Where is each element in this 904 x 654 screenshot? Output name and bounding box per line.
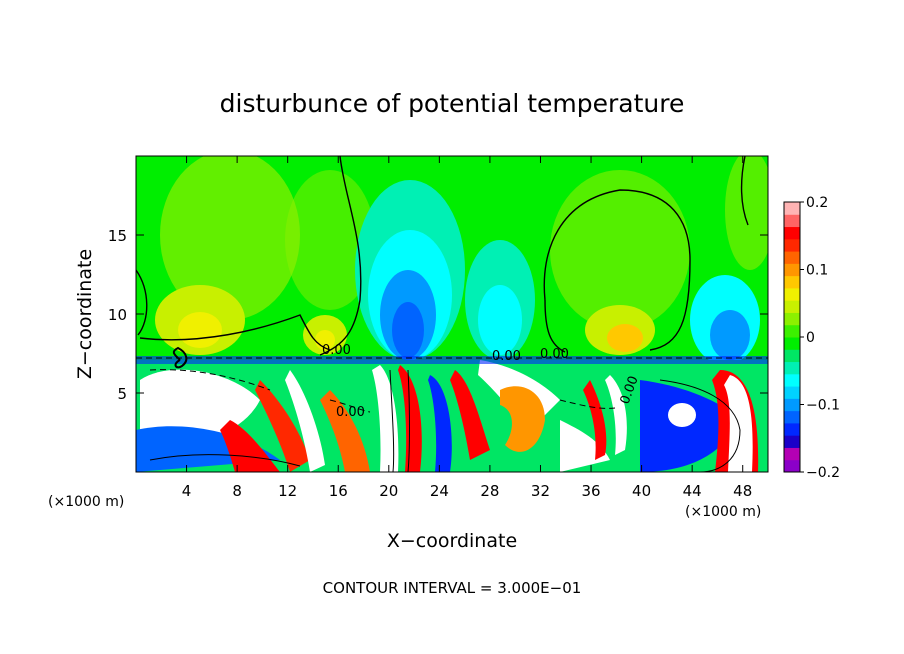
colorbar-ticks: 0.2 0.1 0 −0.1 −0.2 (800, 195, 840, 481)
contour-line (544, 299, 566, 353)
field-region (136, 356, 768, 364)
x-tick-label: 20 (379, 482, 398, 500)
field-region (640, 380, 740, 472)
field-region (255, 380, 310, 472)
colorbar-swatch (784, 226, 800, 240)
colorbar-swatches (784, 202, 800, 473)
x-tick-label: 36 (581, 482, 600, 500)
colorbar-swatch (784, 349, 800, 363)
colorbar-swatch (784, 459, 800, 473)
field-region (320, 390, 370, 472)
contour-line (136, 269, 148, 336)
colorbar-tick-label: 0.2 (806, 195, 828, 211)
colorbar-swatch (784, 373, 800, 387)
colorbar-tick-label: 0.1 (806, 263, 828, 279)
field-region (392, 302, 424, 358)
x-tick-label: 24 (430, 482, 449, 500)
plot-area: 0.00 0.00 0.00 0.00 0.00 (135, 155, 769, 473)
colorbar-swatch (784, 275, 800, 289)
x-unit-label-left: (×1000 m) (48, 494, 124, 510)
contour-interval-footer: CONTOUR INTERVAL = 3.000E−01 (323, 579, 582, 597)
colorbar-swatch (784, 300, 800, 313)
x-tick-label: 44 (683, 482, 702, 500)
contour-line (149, 454, 301, 467)
contour-line (319, 156, 362, 356)
colorbar-swatch (784, 361, 800, 375)
x-tick-label: 12 (278, 482, 297, 500)
colorbar-swatch (784, 287, 800, 301)
field-region (450, 370, 490, 460)
y-axis-label: Z−coordinate (74, 249, 96, 379)
colorbar-swatch (784, 337, 800, 350)
contour-label: 0.00 (540, 347, 569, 362)
colorbar-swatch (784, 386, 800, 399)
contour-line (740, 156, 749, 226)
y-axis: 5 10 15 (108, 227, 768, 403)
field-region (725, 156, 768, 270)
field-region (583, 380, 607, 460)
x-tick-label: 32 (531, 482, 550, 500)
y-tick-label: 15 (108, 227, 127, 245)
field-region (500, 386, 545, 452)
field-region (550, 170, 690, 330)
contour-label: 0.00 (492, 349, 521, 364)
field-region (428, 375, 452, 472)
x-tick-label: 8 (232, 482, 242, 500)
field-region (668, 403, 696, 427)
x-tick-label: 28 (480, 482, 499, 500)
field-region (560, 420, 610, 472)
contour-line (659, 379, 741, 472)
field-region (607, 324, 643, 352)
colorbar-tick-label: −0.2 (806, 465, 840, 481)
field-region (178, 312, 222, 348)
field-region (285, 370, 325, 472)
x-axis-label: X−coordinate (387, 530, 517, 552)
colorbar-swatch (784, 214, 800, 228)
x-tick-label: 4 (182, 482, 192, 500)
field-region (605, 375, 627, 455)
colorbar-swatch (784, 447, 800, 461)
colorbar-swatch (784, 312, 800, 326)
colorbar-swatch (784, 422, 800, 436)
field-region (710, 310, 750, 360)
contour-label: 0.00 (322, 343, 351, 358)
colorbar-swatch (784, 435, 800, 448)
contour-line (139, 314, 331, 351)
colorbar-swatch (784, 398, 800, 412)
contour-line (389, 369, 410, 472)
contour-line (149, 369, 616, 413)
contour-label: 0.00 (336, 405, 365, 420)
chart-title: disturbunce of potential temperature (220, 89, 685, 118)
heatmap-field (136, 156, 768, 472)
x-tick-label: 40 (632, 482, 651, 500)
colorbar-swatch (784, 410, 800, 424)
x-axis: 4 8 12 16 20 24 28 32 36 40 44 48 (182, 156, 752, 500)
field-region (285, 170, 375, 310)
y-tick-label: 5 (117, 385, 127, 403)
x-tick-label: 48 (733, 482, 752, 500)
field-region (478, 285, 522, 355)
y-tick-label: 10 (108, 306, 127, 324)
colorbar-swatch (784, 251, 800, 264)
x-tick-label: 16 (329, 482, 348, 500)
colorbar-tick-label: 0 (806, 330, 815, 346)
field-region (160, 156, 300, 320)
colorbar-swatch (784, 238, 800, 252)
contour-line (543, 189, 691, 351)
field-region (372, 365, 399, 472)
contour-line (172, 346, 188, 369)
colorbar-swatch (784, 202, 800, 215)
colorbar: 0.2 0.1 0 −0.1 −0.2 (783, 195, 840, 481)
colorbar-tick-label: −0.1 (806, 398, 840, 414)
x-unit-label-right: (×1000 m) (685, 504, 761, 520)
colorbar-swatch (784, 324, 800, 338)
colorbar-swatch (784, 263, 800, 277)
